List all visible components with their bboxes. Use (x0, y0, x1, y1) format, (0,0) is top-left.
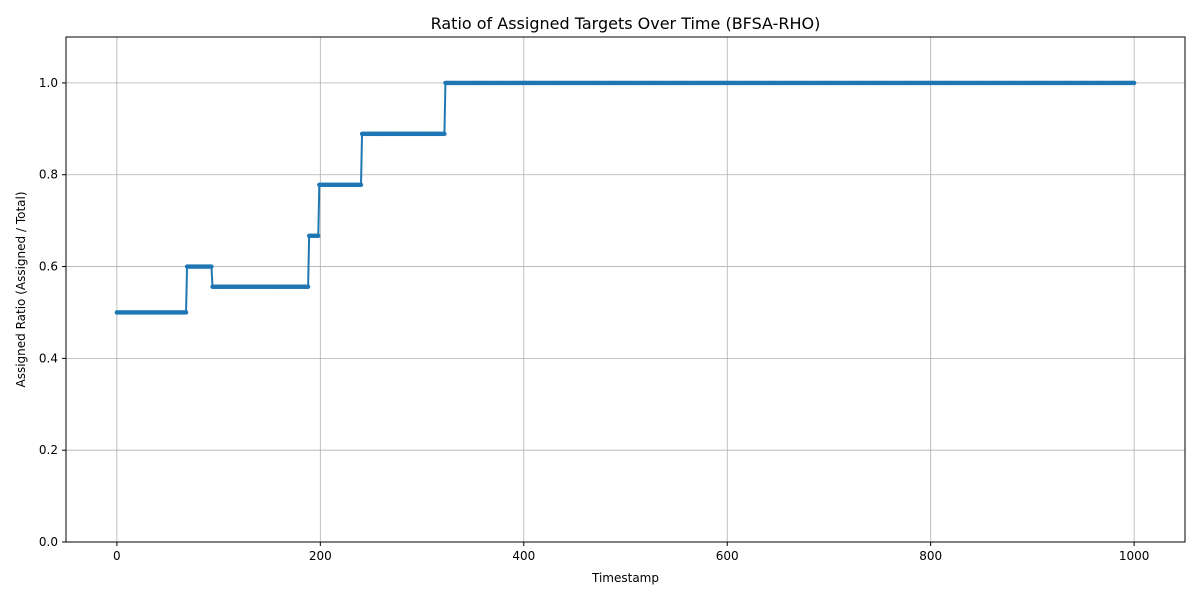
y-tick-label: 0.6 (39, 260, 58, 274)
x-axis-title: Timestamp (591, 571, 659, 585)
data-point (316, 233, 321, 238)
series-line (116, 81, 1135, 314)
data-point (209, 264, 214, 269)
x-tick-label: 800 (919, 549, 942, 563)
data-point (305, 284, 311, 289)
x-tick-label: 200 (309, 549, 332, 563)
chart-title: Ratio of Assigned Targets Over Time (BFS… (431, 14, 821, 33)
data-point (183, 310, 189, 315)
x-tick-label: 400 (512, 549, 535, 563)
x-tick-label: 1000 (1119, 549, 1150, 563)
series-markers (114, 80, 1137, 315)
y-tick-label: 0.0 (39, 535, 58, 549)
x-tick-label: 600 (716, 549, 739, 563)
y-tick-label: 0.4 (39, 351, 58, 365)
data-point (358, 182, 364, 188)
y-tick-label: 1.0 (39, 76, 58, 90)
y-tick-label: 0.2 (39, 443, 58, 457)
series-ratio (114, 80, 1137, 315)
data-point (1131, 80, 1137, 86)
plot-frame (65, 36, 1186, 543)
y-tick-label: 0.8 (39, 168, 58, 182)
y-axis-title: Assigned Ratio (Assigned / Total) (14, 191, 28, 387)
ticks: 0 200 400 600 800 1000 0.0 0.2 0.4 0.6 0.8 1.0 (39, 76, 1150, 563)
data-point (442, 131, 447, 137)
x-tick-label: 0 (113, 549, 121, 563)
grid (66, 37, 1185, 543)
